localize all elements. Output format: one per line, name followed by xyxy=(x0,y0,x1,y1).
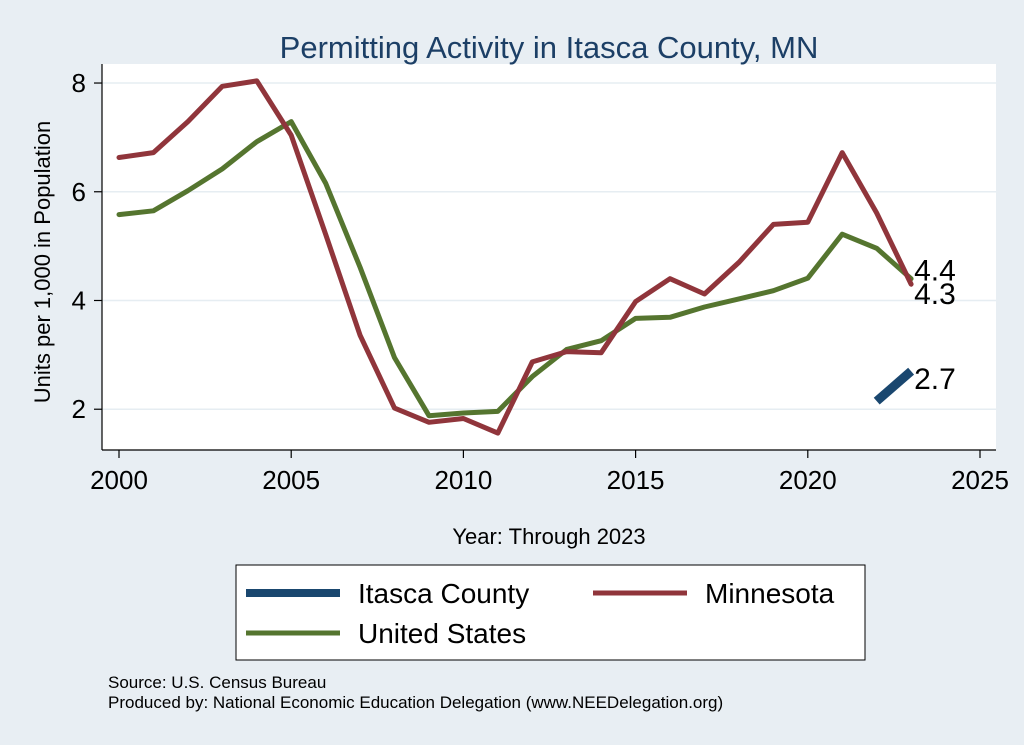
legend-label-minnesota: Minnesota xyxy=(705,578,835,609)
x-tick-label-2015: 2015 xyxy=(607,465,665,495)
x-tick-label-2025: 2025 xyxy=(951,465,1009,495)
end-label-itasca-county: 2.7 xyxy=(914,363,956,396)
x-axis-title: Year: Through 2023 xyxy=(452,524,645,549)
produced-by-note: Produced by: National Economic Education… xyxy=(108,693,723,712)
y-tick-label-8: 8 xyxy=(72,68,86,98)
legend-box xyxy=(235,564,866,661)
legend-label-united-states: United States xyxy=(358,618,526,649)
x-tick-label-2005: 2005 xyxy=(262,465,320,495)
y-tick-label-4: 4 xyxy=(72,285,86,315)
series-line-minnesota xyxy=(116,78,914,436)
series-lines xyxy=(116,78,915,436)
plot-area xyxy=(102,64,996,450)
end-labels: 2.7 4.34.4 xyxy=(914,255,956,396)
axis-ticks: 2 4 6 8 2000 2005 2010 2015 2020 2025 xyxy=(72,68,1009,495)
end-label-united-states: 4.4 xyxy=(914,255,956,288)
x-tick-label-2020: 2020 xyxy=(779,465,837,495)
y-tick-label-6: 6 xyxy=(72,177,86,207)
end-label-minnesota: 4.3 xyxy=(914,278,956,311)
chart-title: Permitting Activity in Itasca County, MN xyxy=(280,30,819,65)
source-note: Source: U.S. Census Bureau xyxy=(108,673,326,692)
y-tick-label-2: 2 xyxy=(72,394,86,424)
y-axis-title: Units per 1,000 in Population xyxy=(30,121,55,404)
x-tick-label-2010: 2010 xyxy=(434,465,492,495)
x-tick-label-2000: 2000 xyxy=(90,465,148,495)
legend: Itasca County Minnesota United States xyxy=(235,564,866,661)
legend-label-itasca-county: Itasca County xyxy=(358,578,529,609)
series-line-itasca-county xyxy=(873,367,915,405)
